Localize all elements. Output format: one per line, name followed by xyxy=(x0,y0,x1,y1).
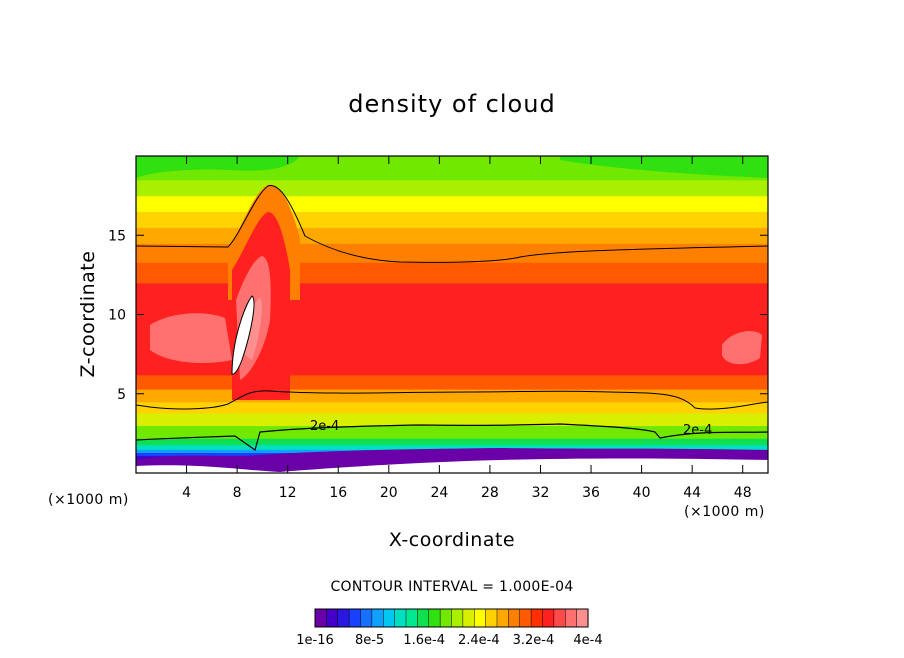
x-tick-label: 16 xyxy=(329,485,347,501)
contour-label-right: 2e-4 xyxy=(683,423,712,438)
contour-band-16 xyxy=(136,195,768,213)
colorbar-swatch xyxy=(439,608,453,628)
colorbar-swatch xyxy=(360,608,373,628)
cloud-base-white xyxy=(136,458,768,473)
colorbar-swatch xyxy=(428,608,441,628)
colorbar-tick-label: 1.6e-4 xyxy=(403,633,445,648)
colorbar-frame xyxy=(314,608,589,628)
colorbar-swatch xyxy=(394,608,407,628)
contour-band-14 xyxy=(136,227,768,244)
top-green-left xyxy=(136,156,300,178)
colorbar-swatch xyxy=(314,608,327,628)
x-tick-label: 12 xyxy=(279,485,297,501)
contour-band-5 xyxy=(136,438,768,446)
colorbar-swatch xyxy=(405,608,418,628)
colorbar-swatch xyxy=(565,608,578,628)
contour-band-4 xyxy=(136,444,768,450)
colorbar xyxy=(314,608,589,628)
y-tick-label: 10 xyxy=(108,308,126,324)
colorbar-swatch xyxy=(542,608,555,628)
plot-area xyxy=(136,156,768,473)
contour-line-2e-4 xyxy=(136,423,768,451)
contour-interval-text: CONTOUR INTERVAL = 1.000E-04 xyxy=(330,579,573,595)
chart-title: density of cloud xyxy=(348,90,555,118)
x-tick-label: 8 xyxy=(233,485,242,501)
x-tick-label: 24 xyxy=(430,485,448,501)
colorbar-tick-label: 2.4e-4 xyxy=(458,633,500,648)
colorbar-swatch xyxy=(326,608,339,628)
contour-line-upper xyxy=(136,185,768,263)
y-axis-label: Z-coordinate xyxy=(77,251,99,378)
x-tick-label: 4 xyxy=(182,485,191,501)
x-tick-label: 36 xyxy=(582,485,600,501)
colorbar-swatch xyxy=(519,608,532,628)
x-tick-label: 44 xyxy=(683,485,701,501)
max-region-left xyxy=(150,313,232,363)
colorbar-tick-label: 3.2e-4 xyxy=(513,633,555,648)
colorbar-swatch xyxy=(348,608,362,628)
contour-bands xyxy=(136,156,768,473)
contour-band-17 xyxy=(136,179,768,197)
colorbar-tick-label: 1e-16 xyxy=(296,633,334,648)
x-tick-label: 48 xyxy=(734,485,752,501)
colorbar-swatch xyxy=(496,608,509,628)
colorbar-swatch xyxy=(485,608,498,628)
contour-line-mid xyxy=(136,390,768,410)
x-axis-ticks: 4 8 12 16 20 24 28 32 36 40 44 48 xyxy=(182,156,752,501)
colorbar-swatch xyxy=(417,608,430,628)
colorbar-swatch xyxy=(576,608,589,628)
x-tick-label: 40 xyxy=(633,485,651,501)
colorbar-swatch xyxy=(530,608,544,628)
colorbar-tick-label: 4e-4 xyxy=(573,633,602,648)
colorbar-swatch xyxy=(553,608,566,628)
colorbar-swatch xyxy=(508,608,521,628)
top-green-right xyxy=(560,156,768,178)
colorbar-swatch xyxy=(383,608,396,628)
contour-band-9 xyxy=(136,388,768,403)
colorbar-tick-label: 8e-5 xyxy=(355,633,384,648)
x-tick-label: 32 xyxy=(532,485,550,501)
colorbar-swatch xyxy=(451,608,464,628)
contour-band-15 xyxy=(136,211,768,228)
contour-band-7 xyxy=(136,412,768,427)
colorbar-swatch xyxy=(462,608,475,628)
y-tick-label: 5 xyxy=(117,387,126,403)
contour-label-left: 2e-4 xyxy=(310,419,339,434)
colorbar-tick-labels: 1e-16 8e-5 1.6e-4 2.4e-4 3.2e-4 4e-4 xyxy=(296,633,602,648)
x-tick-label: 28 xyxy=(481,485,499,501)
x-unit-right: (×1000 m) xyxy=(684,504,765,520)
colorbar-swatch xyxy=(337,608,350,628)
contour-band-8 xyxy=(136,401,768,414)
colorbar-swatch xyxy=(474,608,487,628)
max-region-right xyxy=(722,331,762,365)
x-axis-label: X-coordinate xyxy=(389,529,515,551)
ice-core xyxy=(231,295,255,375)
y-axis-ticks: 5 10 15 xyxy=(108,228,768,403)
contour-band-10 xyxy=(136,374,768,390)
x-tick-label: 20 xyxy=(380,485,398,501)
y-tick-label: 15 xyxy=(108,228,126,244)
x-unit-left: (×1000 m) xyxy=(48,492,129,508)
colorbar-swatch xyxy=(371,608,384,628)
